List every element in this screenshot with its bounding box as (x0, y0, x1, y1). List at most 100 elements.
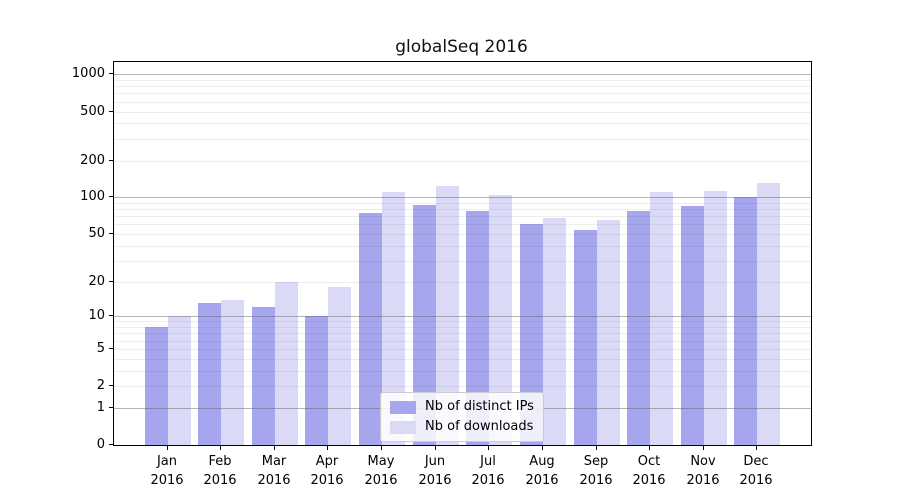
bar-nb-of-downloads-feb (221, 299, 245, 445)
bar-nb-of-distinct-ips-nov (680, 206, 704, 445)
bar-nb-of-distinct-ips-oct (627, 210, 651, 445)
minor-gridline (114, 203, 811, 204)
x-tick-mark (756, 446, 757, 450)
bar-nb-of-downloads-apr (328, 287, 352, 445)
bar-nb-of-distinct-ips-feb (198, 303, 222, 445)
y-tick-mark (109, 444, 113, 445)
y-tick-mark (109, 111, 113, 112)
x-tick-mark (381, 446, 382, 450)
y-tick-label: 2 (96, 378, 105, 393)
minor-gridline (114, 209, 811, 210)
minor-gridline (114, 282, 811, 283)
bar-nb-of-distinct-ips-apr (305, 316, 329, 445)
major-gridline (114, 316, 811, 317)
minor-gridline (114, 261, 811, 262)
bar-nb-of-distinct-ips-jan (144, 327, 168, 445)
minor-gridline (114, 112, 811, 113)
x-tick-label-feb: Feb 2016 (188, 452, 252, 490)
y-tick-label: 1 (96, 400, 105, 415)
x-tick-year: 2016 (203, 473, 237, 488)
y-tick-label: 1000 (71, 66, 105, 81)
minor-gridline (114, 341, 811, 342)
x-tick-year: 2016 (579, 473, 613, 488)
x-tick-label-jan: Jan 2016 (135, 452, 199, 490)
x-tick-month: Nov (690, 454, 716, 469)
x-tick-mark (327, 446, 328, 450)
plot-area: Nb of distinct IPs Nb of downloads (113, 61, 812, 446)
x-tick-year: 2016 (686, 473, 720, 488)
chart-title: globalSeq 2016 (395, 37, 528, 57)
bar-nb-of-distinct-ips-sep (573, 230, 597, 445)
x-tick-year: 2016 (525, 473, 559, 488)
y-tick-label: 20 (88, 274, 105, 289)
x-tick-mark (596, 446, 597, 450)
y-tick-mark (109, 385, 113, 386)
minor-gridline (114, 123, 811, 124)
legend-item-distinct-ips: Nb of distinct IPs (390, 400, 534, 414)
legend-item-downloads: Nb of downloads (390, 420, 534, 434)
minor-gridline (114, 139, 811, 140)
minor-gridline (114, 234, 811, 235)
bar-nb-of-downloads-nov (703, 191, 727, 445)
bar-nb-of-distinct-ips-jun (412, 204, 436, 445)
x-tick-label-nov: Nov 2016 (671, 452, 735, 490)
bar-nb-of-distinct-ips-may (359, 212, 383, 445)
major-gridline (114, 197, 811, 198)
x-tick-month: Jun (424, 454, 446, 469)
minor-gridline (114, 386, 811, 387)
minor-gridline (114, 80, 811, 81)
x-tick-mark (274, 446, 275, 450)
x-tick-label-jul: Jul 2016 (456, 452, 520, 490)
x-tick-mark (703, 446, 704, 450)
x-tick-year: 2016 (632, 473, 666, 488)
y-tick-mark (109, 160, 113, 161)
legend-label-downloads: Nb of downloads (425, 419, 534, 434)
y-tick-mark (109, 407, 113, 408)
y-tick-label: 200 (80, 153, 105, 168)
y-tick-label: 100 (80, 189, 105, 204)
x-tick-label-mar: Mar 2016 (242, 452, 306, 490)
bar-nb-of-downloads-oct (650, 192, 674, 445)
x-tick-mark (488, 446, 489, 450)
bar-nb-of-downloads-aug (542, 217, 566, 445)
bar-nb-of-distinct-ips-aug (519, 223, 543, 445)
bar-nb-of-downloads-mar (274, 281, 298, 445)
minor-gridline (114, 321, 811, 322)
x-tick-month: Jul (480, 454, 496, 469)
x-tick-month: Feb (208, 454, 232, 469)
x-tick-label-sep: Sep 2016 (564, 452, 628, 490)
bar-nb-of-downloads-sep (596, 220, 620, 445)
y-tick-mark (109, 315, 113, 316)
bar-nb-of-distinct-ips-mar (251, 307, 275, 445)
y-tick-label: 0 (96, 437, 105, 452)
x-tick-mark (542, 446, 543, 450)
x-tick-label-jun: Jun 2016 (403, 452, 467, 490)
minor-gridline (114, 224, 811, 225)
minor-gridline (114, 359, 811, 360)
minor-gridline (114, 102, 811, 103)
y-tick-mark (109, 233, 113, 234)
x-tick-mark (167, 446, 168, 450)
x-tick-label-may: May 2016 (349, 452, 413, 490)
x-tick-year: 2016 (150, 473, 184, 488)
minor-gridline (114, 216, 811, 217)
x-tick-year: 2016 (471, 473, 505, 488)
bar-nb-of-downloads-jul (489, 194, 513, 445)
y-tick-label: 5 (96, 341, 105, 356)
minor-gridline (114, 327, 811, 328)
x-tick-month: May (367, 454, 395, 469)
x-tick-year: 2016 (739, 473, 773, 488)
x-tick-year: 2016 (364, 473, 398, 488)
x-tick-month: Mar (261, 454, 287, 469)
legend-swatch-distinct-ips (390, 400, 416, 414)
legend-label-distinct-ips: Nb of distinct IPs (425, 399, 534, 414)
bar-nb-of-distinct-ips-dec (734, 197, 758, 445)
legend: Nb of distinct IPs Nb of downloads (380, 392, 544, 442)
bar-nb-of-downloads-jan (167, 316, 191, 445)
y-tick-mark (109, 281, 113, 282)
x-tick-mark (435, 446, 436, 450)
minor-gridline (114, 371, 811, 372)
y-tick-label: 10 (88, 308, 105, 323)
y-tick-label: 500 (80, 104, 105, 119)
